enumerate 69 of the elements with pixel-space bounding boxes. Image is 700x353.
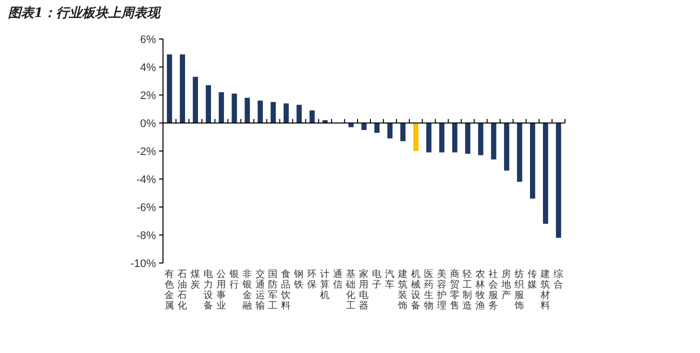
x-tick-label: 综合 — [554, 268, 564, 290]
y-tick-label: -4% — [136, 174, 156, 186]
bar — [166, 54, 172, 123]
bar — [400, 123, 406, 142]
x-tick-label: 商贸零售 — [450, 268, 460, 312]
bar — [218, 92, 224, 123]
x-tick-label: 基础化工 — [345, 268, 356, 312]
x-tick-label: 非银金融 — [241, 268, 252, 312]
x-tick-label: 交通运输 — [255, 268, 266, 312]
bar — [542, 123, 548, 224]
x-tick-label: 煤炭 — [190, 268, 200, 290]
x-tick-label: 通信 — [333, 268, 344, 290]
x-tick-label: 农林牧渔 — [474, 269, 486, 312]
bar — [180, 54, 186, 123]
bar — [361, 123, 367, 130]
bar — [310, 110, 315, 123]
bar — [192, 76, 198, 123]
bar — [284, 103, 289, 123]
y-tick-label: -8% — [136, 230, 156, 242]
bar — [258, 100, 263, 123]
x-tick-label: 银行 — [228, 269, 240, 290]
bar — [504, 123, 510, 171]
bar — [452, 123, 458, 152]
x-tick-label: 环保 — [307, 269, 318, 290]
x-tick-label: 钢铁 — [293, 269, 304, 290]
x-tick-label: 纺织服饰 — [514, 268, 525, 312]
y-tick-label: -2% — [136, 146, 156, 158]
x-tick-label: 医药生物 — [424, 269, 434, 312]
x-tick-label: 美容护理 — [436, 268, 447, 312]
x-tick-label: 轻工制造 — [462, 268, 473, 312]
bar — [556, 123, 562, 238]
y-tick-label: 6% — [140, 34, 156, 46]
x-tick-label: 公用事业 — [216, 268, 226, 312]
bar — [296, 104, 302, 123]
x-tick-label: 食品饮料 — [280, 268, 292, 312]
x-tick-label: 社会服务 — [488, 268, 499, 312]
x-tick-label: 建筑装饰 — [396, 268, 408, 312]
bar — [465, 123, 470, 154]
y-tick-label: 4% — [140, 62, 156, 74]
x-tick-label: 有色金属 — [164, 268, 174, 312]
bar — [491, 123, 496, 160]
bar — [206, 85, 211, 123]
y-tick-label: -10% — [130, 258, 156, 270]
x-tick-label: 建筑材料 — [540, 268, 551, 312]
bar — [478, 123, 484, 156]
x-tick-label: 机械设备 — [410, 268, 421, 312]
bar — [413, 123, 418, 151]
bar — [244, 98, 250, 123]
x-tick-label: 汽车 — [384, 268, 395, 290]
bar — [530, 123, 536, 199]
y-tick-label: 0% — [140, 118, 156, 130]
bar — [232, 94, 237, 123]
x-tick-label: 房地产 — [500, 268, 512, 301]
y-tick-label: -6% — [136, 202, 156, 214]
bar — [270, 102, 276, 123]
bar — [387, 123, 393, 138]
x-tick-label: 电子 — [372, 268, 382, 290]
x-tick-label: 家用电器 — [359, 268, 369, 312]
x-tick-label: 国防军工 — [268, 269, 278, 312]
bar — [517, 123, 522, 182]
x-tick-label: 传媒 — [528, 269, 538, 290]
bar — [374, 123, 380, 133]
x-tick-label: 石油石化 — [177, 269, 188, 312]
x-tick-label: 计算机 — [320, 268, 330, 301]
x-tick-label: 电力设备 — [203, 268, 214, 312]
y-tick-label: 2% — [140, 90, 156, 102]
bar — [426, 123, 432, 152]
chart-title: 图表1：行业板块上周表现 — [8, 6, 162, 21]
bar — [439, 123, 444, 152]
